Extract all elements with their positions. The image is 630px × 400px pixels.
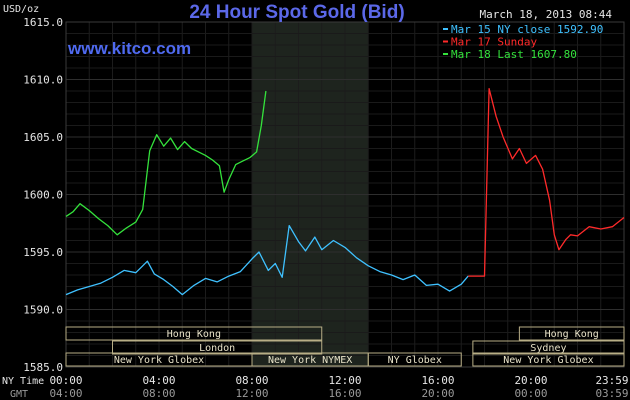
session-label: NY Globex	[388, 355, 442, 366]
session-label: Hong Kong	[167, 329, 221, 340]
series-line	[65, 224, 469, 296]
chart-timestamp: March 18, 2013 08:44	[480, 8, 613, 21]
gmt-label: GMT	[10, 389, 28, 400]
session-bar	[518, 326, 625, 341]
session-bar	[472, 352, 625, 367]
x-tick-label-ny: 12:00	[328, 374, 361, 387]
x-tick-label-ny: 23:59	[595, 374, 628, 387]
session-bar	[112, 340, 323, 355]
x-tick-label-gmt: 08:00	[142, 387, 175, 400]
session-bar	[472, 340, 625, 355]
y-tick-label: 1595.0	[23, 246, 63, 259]
x-tick-label-gmt: 16:00	[328, 387, 361, 400]
series-line	[65, 90, 267, 236]
x-tick-label-gmt: 20:00	[421, 387, 454, 400]
x-tick-label-gmt: 00:00	[514, 387, 547, 400]
x-tick-labels: 00:00 04:00 08:00 12:00 16:00 20:00 23:5904:00…	[49, 374, 628, 400]
x-tick-label-ny: 00:00	[49, 374, 82, 387]
session-label: Hong Kong	[545, 329, 599, 340]
legend-entry: Mar 15 NY close 1592.90	[451, 23, 603, 36]
session-bar	[65, 326, 323, 341]
ny-time-label: NY Time	[2, 376, 44, 387]
y-tick-label: 1615.0	[23, 16, 63, 29]
gridlines	[66, 21, 624, 368]
series-line	[468, 88, 625, 277]
session-label: New York Globex	[114, 355, 204, 366]
session-bar	[367, 352, 462, 367]
y-tick-labels: 1615.0 1610.0 1605.0 1600.0 1595.0 1590.0 1585…	[23, 16, 63, 374]
x-tick-label-gmt: 12:00	[235, 387, 268, 400]
y-tick-label: 1610.0	[23, 74, 63, 87]
x-tick-label-ny: 20:00	[514, 374, 547, 387]
y-tick-label: 1600.0	[23, 189, 63, 202]
x-tick-label-ny: 04:00	[142, 374, 175, 387]
y-tick-label: 1605.0	[23, 131, 63, 144]
source-watermark: www.kitco.com	[67, 39, 191, 58]
y-axis-unit: USD/oz	[3, 4, 39, 15]
price-series	[65, 88, 625, 296]
session-label: New York Globex	[503, 355, 593, 366]
x-tick-label-gmt: 04:00	[49, 387, 82, 400]
y-tick-label: 1590.0	[23, 304, 63, 317]
session-label: London	[199, 343, 235, 354]
chart-title: 24 Hour Spot Gold (Bid)	[189, 2, 404, 23]
x-tick-label-gmt: 03:59	[595, 387, 628, 400]
x-tick-label-ny: 16:00	[421, 374, 454, 387]
y-tick-label: 1585.0	[23, 361, 63, 374]
legend-entry: Mar 17 Sunday	[451, 36, 537, 49]
legend-entry: Mar 18 Last 1607.80	[451, 48, 577, 61]
session-label: New York NYMEX	[268, 355, 352, 366]
plot-border	[65, 21, 625, 368]
x-tick-label-ny: 08:00	[235, 374, 268, 387]
plot-frame	[65, 21, 625, 368]
session-label: Sydney	[530, 343, 566, 354]
